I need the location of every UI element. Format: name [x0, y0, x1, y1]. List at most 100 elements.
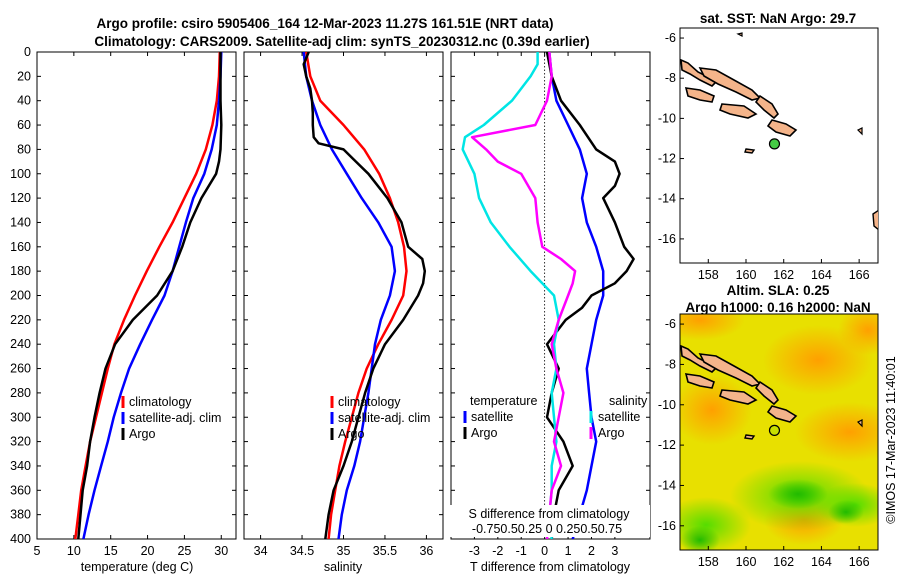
x-tick-label: 10 — [67, 544, 81, 558]
lat-tick-label: -10 — [658, 111, 676, 125]
salinity-legend: climatology satellite-adj. clim Argo — [330, 395, 430, 441]
sla-map-title-line1: Altim. SLA: 0.25 — [727, 283, 830, 298]
x-tick-label: 3 — [611, 544, 618, 558]
island-malaita — [754, 380, 780, 406]
sst-map-axes: 158 160 162 164 166 -6 -8 -10 -12 -14 -16 — [658, 31, 870, 282]
x-tick-label: 30 — [214, 544, 228, 558]
depth-tick-label: 0 — [24, 45, 31, 59]
depth-tick-label: 380 — [10, 508, 31, 522]
temperature-lines — [74, 52, 223, 539]
island-santa-isabel — [698, 353, 762, 387]
depth-tick-label: 40 — [17, 94, 31, 108]
legend-satellite-label: satellite-adj. clim — [129, 411, 221, 425]
series-line-salinity-satellite — [461, 52, 560, 539]
island-choiseul — [680, 344, 718, 373]
argo-float-marker — [768, 138, 781, 150]
lon-tick-label: 160 — [736, 555, 757, 569]
series-line-temperature-satellite — [548, 52, 605, 539]
depth-tick-label: 20 — [17, 69, 31, 83]
depth-tick-label: 340 — [10, 459, 31, 473]
legend-salinity-header: salinity — [609, 394, 648, 408]
x-tick-label: 1 — [565, 544, 572, 558]
temperature-panel: 5 10 15 20 25 30 temperature (deg C) climatol… — [34, 51, 236, 574]
x-tick-label: 20 — [141, 544, 155, 558]
temperature-x-axis: 5 10 15 20 25 30 — [34, 51, 236, 558]
legend-argo-label: Argo — [338, 427, 364, 441]
sst-map-panel: sat. SST: NaN Argo: 29.7 158 160 162 164 166… — [658, 11, 879, 282]
sla-map-frame — [679, 313, 879, 551]
sla-map-title-line2: Argo h1000: 0.16 h2000: NaN — [685, 300, 870, 315]
salinity-lines — [302, 52, 427, 539]
legend-sal-argo-label: Argo — [598, 426, 624, 440]
sla-map-axes: 158 160 162 164 166 -6 -8 -10 -12 -14 -16 — [658, 317, 870, 569]
depth-tick-label: 300 — [10, 410, 31, 424]
legend-climatology-label: climatology — [338, 395, 401, 409]
legend-climatology-label: climatology — [129, 395, 192, 409]
legend-temp-satellite-label: satellite — [471, 410, 513, 424]
depth-tick-label: 80 — [17, 142, 31, 156]
x-tick-label: 35.5 — [373, 544, 397, 558]
x-tick-label: -2 — [492, 544, 503, 558]
lat-tick-label: -12 — [658, 152, 676, 166]
lon-tick-label: 164 — [811, 268, 832, 282]
x-tick-label: -1 — [516, 544, 527, 558]
lat-tick-label: -10 — [658, 398, 676, 412]
difference-lines — [461, 52, 635, 539]
island-makira — [766, 405, 798, 423]
depth-tick-label: 260 — [10, 362, 31, 376]
salinity-x-axis: 34 34.5 35 35.5 36 — [244, 51, 443, 558]
x-tick-label: 5 — [34, 544, 41, 558]
island-guadalcanal — [719, 389, 758, 405]
x-tick-label: 2 — [588, 544, 595, 558]
sla-anomaly-low — [768, 479, 828, 509]
island-guadalcanal — [719, 103, 758, 119]
legend-satellite-label: satellite-adj. clim — [338, 411, 430, 425]
lon-tick-label: 164 — [811, 555, 832, 569]
island-choiseul — [680, 58, 718, 87]
lat-tick-label: -6 — [665, 317, 676, 331]
depth-tick-label: 60 — [17, 118, 31, 132]
series-line-argo — [77, 52, 223, 539]
x-tick-label: -3 — [469, 544, 480, 558]
sla-anomaly-low — [828, 500, 864, 524]
lat-tick-label: -14 — [658, 192, 676, 206]
depth-axis: 0 20 40 60 80 100 120 140 160 180 200 220 240 260 280 3… — [10, 45, 31, 546]
lon-tick-label: 166 — [849, 268, 870, 282]
island-small-east — [856, 419, 863, 428]
island-small-north — [736, 32, 743, 37]
legend-temperature-header: temperature — [470, 394, 537, 408]
lon-tick-label: 162 — [773, 555, 794, 569]
sla-anomaly-high — [680, 314, 745, 340]
lat-tick-label: -14 — [658, 478, 676, 492]
island-malaita — [754, 94, 780, 120]
temperature-plot-frame — [36, 51, 237, 540]
sst-map-land — [680, 32, 878, 231]
difference-x-axis: -3 -2 -1 0 1 2 3 — [451, 51, 650, 558]
depth-tick-label: 400 — [10, 532, 31, 546]
series-line-climatology — [304, 52, 408, 539]
difference-xlabel: T difference from climatology — [470, 560, 631, 574]
depth-tick-label: 160 — [10, 240, 31, 254]
series-line-salinity-argo — [470, 52, 577, 539]
upper-axis-backdrop — [448, 505, 650, 537]
series-line-satellite-adj-clim — [302, 52, 397, 539]
depth-tick-label: 360 — [10, 483, 31, 497]
depth-tick-label: 320 — [10, 435, 31, 449]
island-new-georgia — [684, 87, 715, 103]
x-tick-label: 34 — [254, 544, 268, 558]
imos-timestamp-watermark: ©IMOS 17-Mar-2023 11:40:01 — [884, 356, 898, 523]
s-difference-label: S difference from climatology — [469, 507, 631, 521]
legend-argo-label: Argo — [129, 427, 155, 441]
lon-tick-label: 160 — [736, 268, 757, 282]
island-rennell — [744, 434, 756, 440]
x-tick-label: 25 — [177, 544, 191, 558]
sla-map-panel: Altim. SLA: 0.25 Argo h1000: 0.16 h2000:… — [658, 283, 879, 569]
lon-tick-label: 158 — [698, 268, 719, 282]
x-tick-label: 35 — [337, 544, 351, 558]
x-tick-label: 34.5 — [290, 544, 314, 558]
series-line-satellite-adj-clim — [82, 52, 223, 539]
argo-float-marker — [768, 424, 781, 436]
x-tick-label: 0 — [541, 544, 548, 558]
lat-tick-label: -6 — [665, 31, 676, 45]
